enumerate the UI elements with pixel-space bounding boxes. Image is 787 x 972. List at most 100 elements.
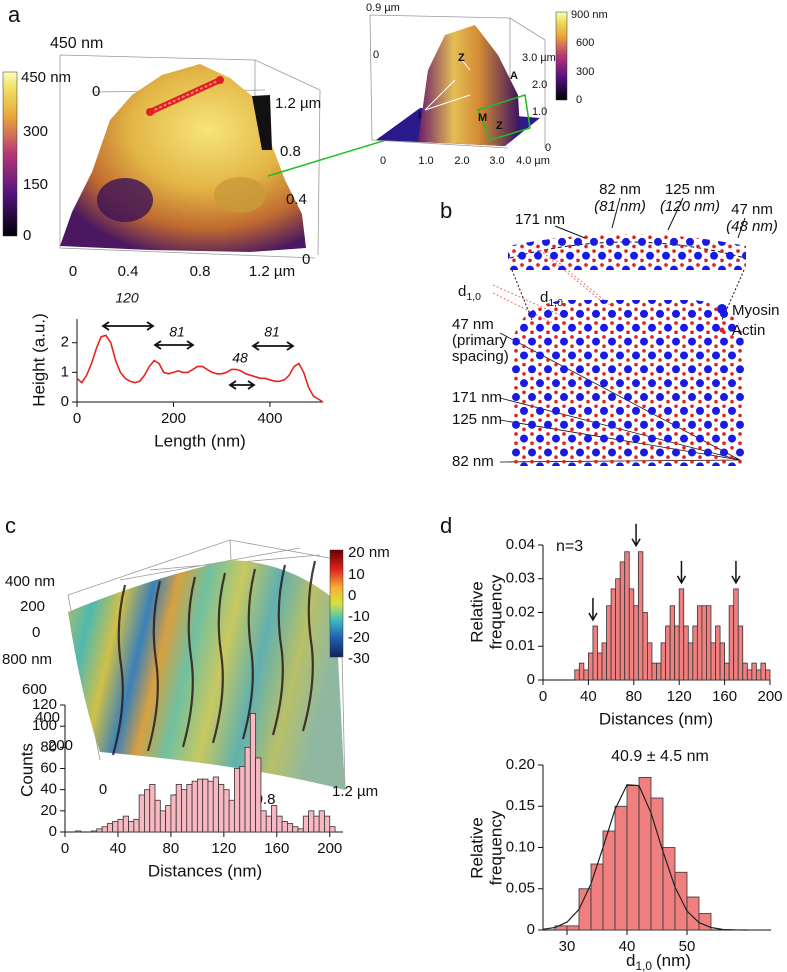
bar (106, 823, 114, 833)
myosin (504, 435, 512, 443)
arrow (588, 598, 598, 622)
actin (640, 277, 644, 281)
actin (626, 358, 630, 362)
actin (674, 432, 678, 436)
myosin (510, 237, 518, 246)
bar (112, 821, 119, 833)
actin (706, 413, 710, 418)
bar (175, 783, 182, 833)
actin (538, 362, 542, 367)
myosin (486, 252, 494, 260)
actin (586, 316, 590, 321)
double-arrow (153, 340, 195, 350)
actin (682, 344, 686, 349)
actin (754, 386, 758, 390)
myosin (568, 300, 576, 304)
actin (624, 277, 628, 281)
actin (706, 376, 710, 381)
actin (680, 235, 684, 240)
actin (658, 302, 662, 307)
actin (650, 474, 654, 478)
actin (552, 244, 556, 249)
myosin (712, 406, 720, 415)
y-tick-label: 0 (61, 393, 69, 410)
actin (594, 321, 598, 325)
myosin (520, 406, 528, 415)
spacing-label: spacing) (452, 348, 509, 365)
actin (682, 399, 686, 404)
actin (514, 385, 518, 390)
myosin (592, 309, 600, 318)
bar (191, 780, 198, 833)
myosin (688, 476, 696, 484)
myosin (664, 351, 672, 360)
actin (624, 234, 628, 235)
actin (728, 235, 732, 240)
y-tick-label: 80 (40, 738, 57, 755)
bar (244, 746, 251, 833)
actin (770, 460, 774, 464)
myosin (624, 448, 632, 457)
actin (666, 372, 670, 376)
myosin (488, 435, 496, 443)
myosin (760, 351, 768, 359)
actin (570, 344, 574, 349)
arrow (676, 560, 687, 585)
myosin (630, 224, 638, 232)
label: 0 (373, 49, 379, 61)
actin (488, 235, 492, 239)
bar (202, 778, 209, 833)
myosin (616, 323, 624, 332)
actin (704, 234, 708, 235)
actin (706, 459, 710, 464)
actin (514, 376, 518, 381)
myosin (568, 323, 576, 332)
actin (594, 376, 598, 381)
axis-label: 0.8 (280, 143, 301, 160)
actin (592, 234, 596, 235)
y-tick-label: 40 (40, 781, 57, 798)
actin (778, 372, 782, 376)
myosin (512, 337, 520, 346)
myosin (568, 351, 576, 360)
actin (674, 376, 678, 381)
actin (728, 272, 732, 276)
actin (552, 272, 556, 276)
bar (313, 815, 320, 833)
actin (722, 404, 726, 409)
myosin (600, 351, 608, 360)
actin (570, 427, 574, 432)
spacing-label: 125 nm (452, 411, 502, 428)
actin (562, 441, 566, 446)
actin (666, 446, 670, 450)
actin (522, 399, 526, 404)
actin (610, 441, 614, 446)
actin (690, 469, 694, 473)
actin (594, 358, 598, 362)
actin (770, 488, 774, 492)
double-arrow (101, 321, 155, 331)
myosin (744, 435, 752, 443)
y-tick-label: 1 (61, 363, 69, 380)
actin (696, 244, 700, 249)
actin (658, 321, 662, 325)
actin (730, 344, 734, 349)
myosin (694, 251, 702, 260)
actin (770, 414, 774, 418)
bar (669, 605, 676, 681)
actin (746, 446, 750, 450)
myosin (728, 462, 736, 466)
actin (584, 272, 588, 276)
myosin (528, 476, 536, 484)
bar (715, 625, 721, 681)
actin (570, 446, 574, 450)
actin (592, 249, 596, 253)
actin (586, 446, 590, 450)
bar (719, 642, 725, 681)
actin (570, 335, 574, 339)
actin (738, 404, 742, 409)
actin (672, 277, 676, 281)
myosin (678, 224, 686, 232)
actin (754, 349, 758, 353)
myosin (560, 420, 568, 429)
